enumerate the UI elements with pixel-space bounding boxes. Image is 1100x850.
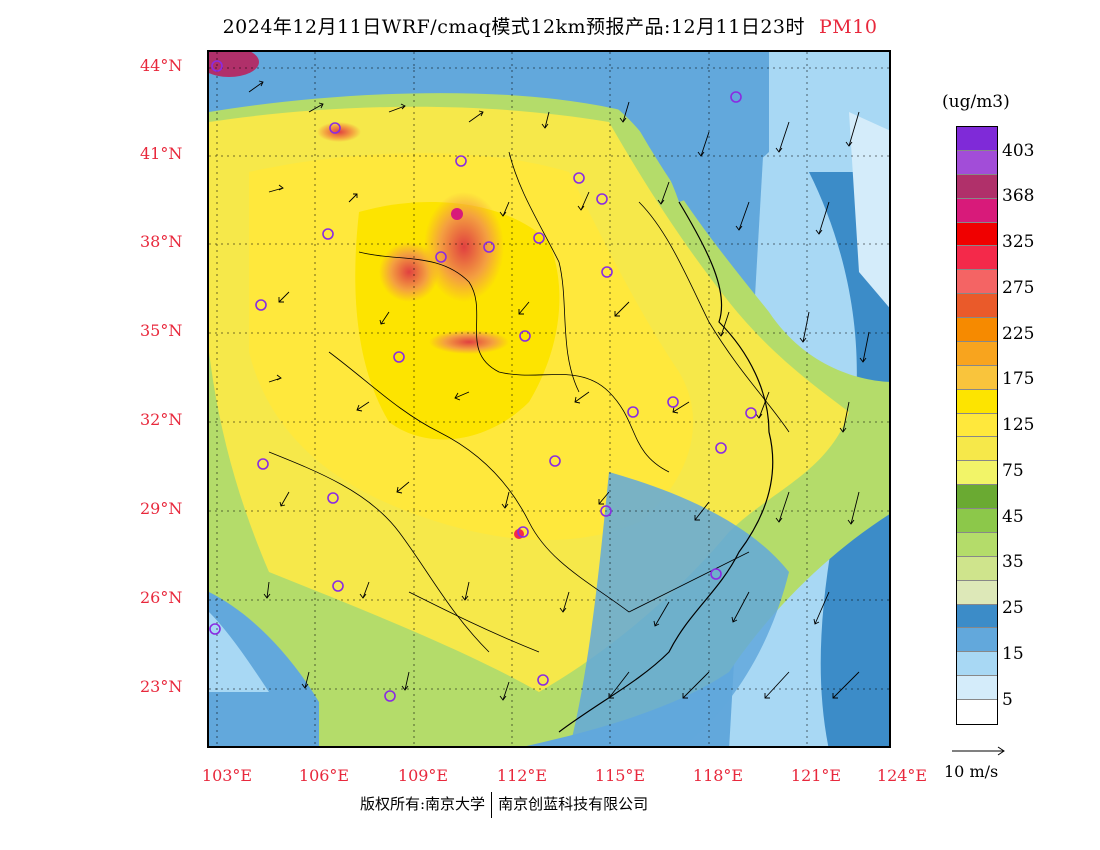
pm10-forecast-map[interactable] — [207, 50, 891, 748]
title-variable: PM10 — [819, 16, 878, 38]
lat-label-38: 38°N — [140, 232, 183, 251]
legend-unit: (ug/m3) — [942, 92, 1010, 112]
lat-label-23: 23°N — [140, 677, 183, 696]
legend-label: 75 — [1002, 461, 1024, 481]
legend-label: 25 — [1002, 598, 1024, 618]
colorbar-swatch — [957, 461, 997, 486]
colorbar-swatch — [957, 270, 997, 295]
colorbar-swatch — [957, 222, 997, 247]
lat-label-35: 35°N — [140, 321, 183, 340]
colorbar-swatch — [957, 318, 997, 342]
colorbar-swatch — [957, 604, 997, 629]
lat-label-26: 26°N — [140, 588, 183, 607]
legend-label: 175 — [1002, 369, 1035, 389]
copyright-footer: 版权所有:南京大学 南京创蓝科技有限公司 — [360, 792, 648, 818]
legend-label: 403 — [1002, 141, 1035, 161]
colorbar-swatch — [957, 676, 997, 700]
legend-label: 225 — [1002, 324, 1035, 344]
lat-label-44: 44°N — [140, 56, 183, 75]
copyright-company: 南京创蓝科技有限公司 — [498, 795, 649, 813]
colorbar-swatch — [957, 389, 997, 414]
colorbar-swatch — [957, 437, 997, 462]
legend-label: 368 — [1002, 186, 1035, 206]
lat-label-32: 32°N — [140, 410, 183, 429]
colorbar-swatch — [957, 556, 997, 581]
colorbar-swatch — [957, 700, 997, 724]
lat-label-41: 41°N — [140, 144, 183, 163]
lon-label-115: 115°E — [594, 766, 646, 785]
colorbar-swatch — [957, 150, 997, 175]
legend-label: 125 — [1002, 415, 1035, 435]
colorbar-swatch — [957, 628, 997, 653]
wind-reference-arrow — [952, 746, 1005, 756]
colorbar-swatch — [957, 652, 997, 677]
colorbar-swatch — [957, 532, 997, 557]
legend-label: 325 — [1002, 232, 1035, 252]
lon-label-118: 118°E — [692, 766, 744, 785]
colorbar — [956, 126, 998, 725]
lon-label-121: 121°E — [790, 766, 842, 785]
legend-label: 35 — [1002, 552, 1024, 572]
legend-label: 15 — [1002, 644, 1024, 664]
lon-label-109: 109°E — [397, 766, 449, 785]
colorbar-swatch — [957, 198, 997, 223]
colorbar-swatch — [957, 294, 997, 318]
lon-label-112: 112°E — [496, 766, 548, 785]
wind-reference-label: 10 m/s — [944, 762, 999, 781]
legend-label: 5 — [1002, 690, 1013, 710]
legend-label: 45 — [1002, 507, 1024, 527]
lat-label-29: 29°N — [140, 499, 183, 518]
colorbar-swatch — [957, 580, 997, 605]
legend-label: 275 — [1002, 278, 1035, 298]
colorbar-swatch — [957, 246, 997, 271]
lon-label-106: 106°E — [298, 766, 350, 785]
colorbar-swatch — [957, 127, 997, 151]
title-main: 2024年12月11日WRF/cmaq模式12km预报产品:12月11日23时 — [222, 16, 805, 38]
colorbar-swatch — [957, 485, 997, 509]
colorbar-swatch — [957, 341, 997, 366]
lon-label-124: 124°E — [876, 766, 928, 785]
colorbar-swatch — [957, 509, 997, 533]
colorbar-swatch — [957, 365, 997, 390]
lon-label-103: 103°E — [201, 766, 253, 785]
copyright-owner: 版权所有:南京大学 — [360, 795, 486, 813]
map-canvas — [209, 52, 889, 746]
colorbar-swatch — [957, 174, 997, 199]
footer-divider — [491, 792, 493, 818]
map-title: 2024年12月11日WRF/cmaq模式12km预报产品:12月11日23时 P… — [0, 12, 1100, 39]
colorbar-swatch — [957, 413, 997, 438]
